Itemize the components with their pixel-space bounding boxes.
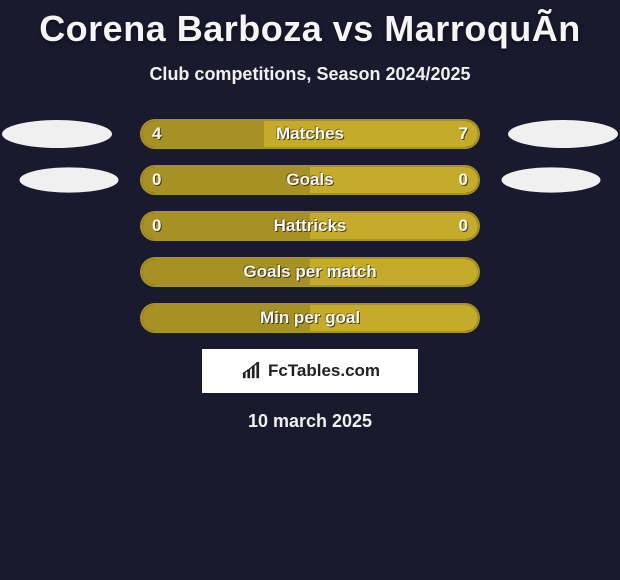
stat-bar: Min per goal: [140, 303, 480, 333]
player-left-ellipse: [20, 167, 119, 192]
stat-label: Hattricks: [142, 213, 478, 239]
date-text: 10 march 2025: [0, 411, 620, 432]
player-right-ellipse: [502, 167, 601, 192]
player-right-ellipse: [508, 120, 618, 148]
logo-text: FcTables.com: [268, 361, 380, 381]
stat-bar: 00Goals: [140, 165, 480, 195]
stat-label: Matches: [142, 121, 478, 147]
comparison-chart: 47Matches 00Goals 00Hattricks Goals per mat…: [0, 119, 620, 333]
stat-bar: 00Hattricks: [140, 211, 480, 241]
stat-bar: 47Matches: [140, 119, 480, 149]
player-left-ellipse: [2, 120, 112, 148]
stat-row: Min per goal: [0, 303, 620, 333]
page-title: Corena Barboza vs MarroquÃ­n: [0, 0, 620, 50]
subtitle: Club competitions, Season 2024/2025: [0, 64, 620, 85]
bar-chart-icon: [240, 362, 262, 380]
stat-row: 47Matches: [0, 119, 620, 149]
stat-row: 00Hattricks: [0, 211, 620, 241]
stat-label: Goals: [142, 167, 478, 193]
stat-row: 00Goals: [0, 165, 620, 195]
stat-label: Min per goal: [142, 305, 478, 331]
stat-label: Goals per match: [142, 259, 478, 285]
fctables-logo: FcTables.com: [202, 349, 418, 393]
stat-row: Goals per match: [0, 257, 620, 287]
stat-bar: Goals per match: [140, 257, 480, 287]
